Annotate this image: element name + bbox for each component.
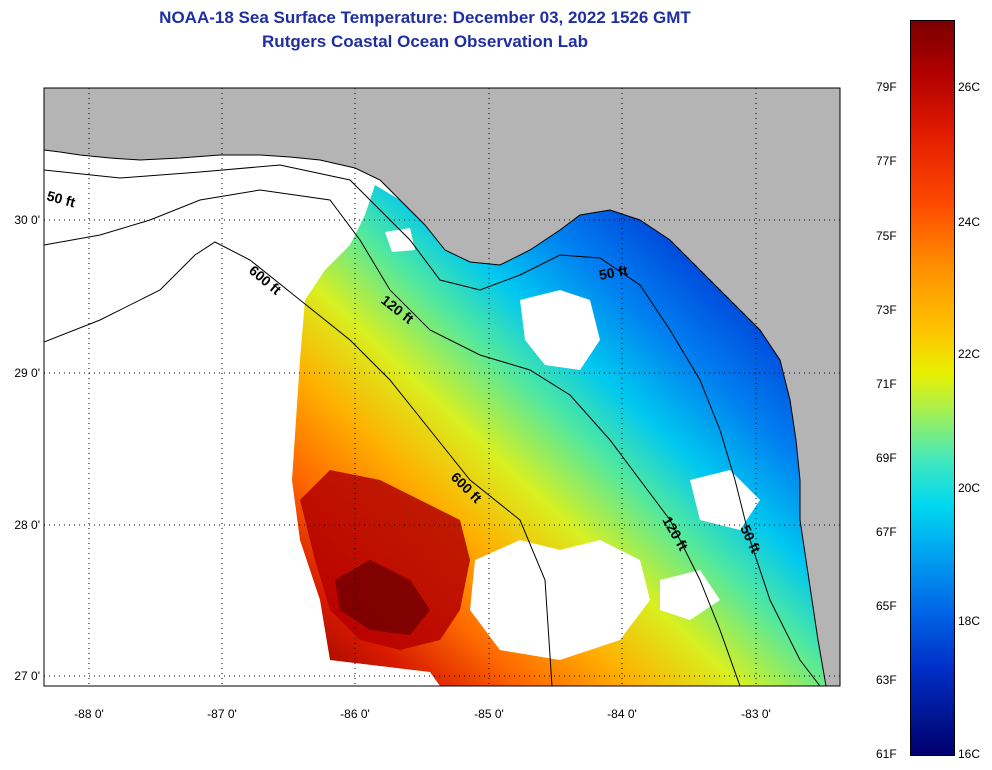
coastline (44, 149, 827, 686)
map-subtitle: Rutgers Coastal Ocean Observation Lab (262, 32, 588, 51)
colorbar-f-label: 69F (876, 451, 897, 465)
sst-map: 50 ft 600 ft 120 ft 600 ft 50 ft 120 ft … (14, 87, 841, 721)
lat-label: 29 0' (14, 366, 40, 380)
temperature-colorbar (910, 20, 955, 756)
contour-600ft (44, 241, 553, 686)
contour-label: 50 ft (45, 187, 77, 210)
map-title: NOAA-18 Sea Surface Temperature: Decembe… (159, 8, 691, 27)
colorbar-f-label: 65F (876, 599, 897, 613)
contour-label: 50 ft (598, 262, 629, 283)
colorbar-f-label: 63F (876, 673, 897, 687)
colorbar-f-label: 79F (876, 80, 897, 94)
lon-label: -85 0' (474, 707, 504, 721)
colorbar-f-label: 61F (876, 747, 897, 761)
colorbar-c-label: 16C (958, 747, 981, 761)
lon-label: -87 0' (207, 707, 237, 721)
colorbar-f-label: 67F (876, 525, 897, 539)
colorbar-c-label: 20C (958, 481, 981, 495)
colorbar-f-label: 71F (876, 377, 897, 391)
lon-label: -84 0' (607, 707, 637, 721)
lat-label: 27 0' (14, 669, 40, 683)
lon-label: -86 0' (340, 707, 370, 721)
colorbar-c-label: 18C (958, 614, 981, 628)
contour-120ft (44, 189, 741, 686)
land-mass (44, 88, 840, 686)
contour-50ft (44, 164, 821, 686)
colorbar-f-label: 73F (876, 303, 897, 317)
colorbar-c-label: 24C (958, 215, 981, 229)
colorbar-f-label: 77F (876, 154, 897, 168)
colorbar-c-label: 26C (958, 80, 981, 94)
lat-label: 30 0' (14, 213, 40, 227)
colorbar-c-label: 22C (958, 347, 981, 361)
lon-label: -83 0' (741, 707, 771, 721)
lat-label: 28 0' (14, 518, 40, 532)
colorbar-f-label: 75F (876, 229, 897, 243)
lon-label: -88 0' (74, 707, 104, 721)
